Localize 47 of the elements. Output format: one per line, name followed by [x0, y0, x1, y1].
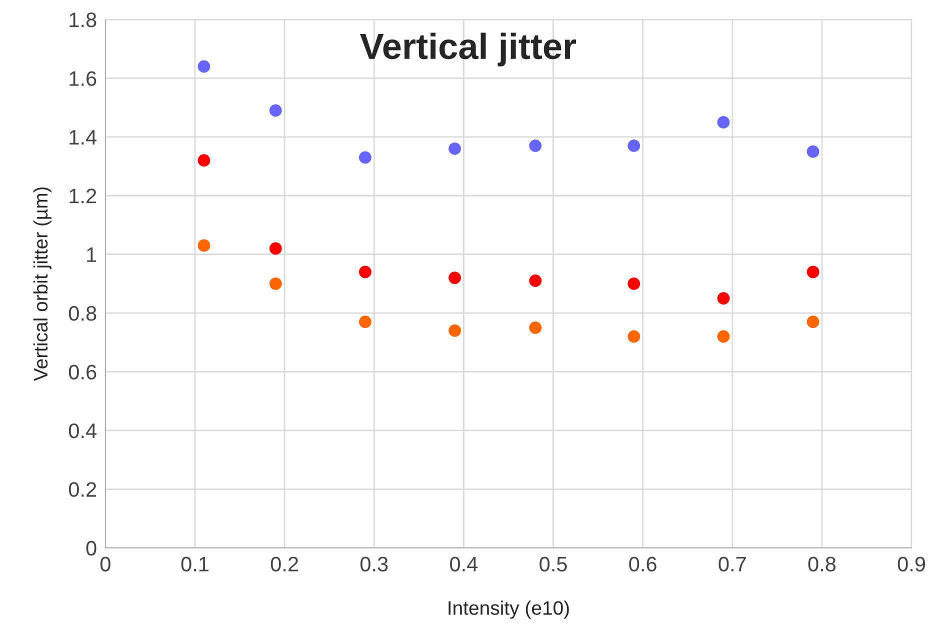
point — [717, 292, 730, 305]
y-tick-label: 1.2 — [70, 188, 96, 204]
x-tick-label: 0.5 — [540, 556, 567, 572]
point — [448, 324, 461, 337]
point — [269, 242, 282, 255]
point — [628, 330, 640, 343]
point — [628, 277, 640, 290]
y-tick-label: 0.8 — [68, 306, 96, 321]
point — [717, 116, 730, 128]
x-tick-label: 0.4 — [450, 556, 478, 572]
point — [358, 266, 372, 278]
point — [198, 239, 210, 252]
y-tick-label: 1.8 — [70, 12, 96, 28]
x-tick-label: 0 — [100, 556, 110, 572]
point — [717, 330, 730, 343]
x-tick-label: 0.7 — [718, 556, 746, 572]
point — [448, 142, 461, 155]
x-tick-label: 0.1 — [181, 556, 208, 572]
point — [529, 140, 542, 152]
y-tick-label: 0 — [86, 540, 96, 556]
point — [198, 154, 210, 167]
point — [806, 145, 820, 158]
y-axis-title: Vertical orbit jitter (µm) — [33, 187, 52, 382]
y-tick-label: 1.4 — [70, 130, 96, 144]
x-tick-label: 0.8 — [808, 556, 836, 572]
y-tick-label: 0.6 — [68, 364, 96, 380]
point — [358, 151, 372, 164]
x-tick-label: 0.6 — [629, 556, 656, 572]
chart-title: Vertical jitter — [360, 32, 576, 66]
y-tick-label: 0.2 — [68, 482, 96, 497]
y-tick-label: 0.4 — [68, 423, 96, 438]
point — [806, 316, 820, 328]
point — [628, 140, 640, 152]
point — [269, 104, 282, 117]
x-axis-title: Intensity (e10) — [448, 600, 569, 619]
x-tick-label: 0.3 — [360, 556, 388, 572]
x-tick-label: 0.9 — [898, 556, 926, 572]
point — [269, 277, 282, 290]
point — [529, 321, 542, 334]
point — [358, 316, 372, 328]
point — [198, 60, 210, 73]
point — [448, 272, 461, 284]
y-tick-label: 1.6 — [70, 71, 96, 86]
point — [806, 266, 820, 278]
y-tick-label: 1 — [87, 248, 96, 262]
x-tick-label: 0.2 — [270, 556, 298, 572]
point — [529, 274, 542, 287]
